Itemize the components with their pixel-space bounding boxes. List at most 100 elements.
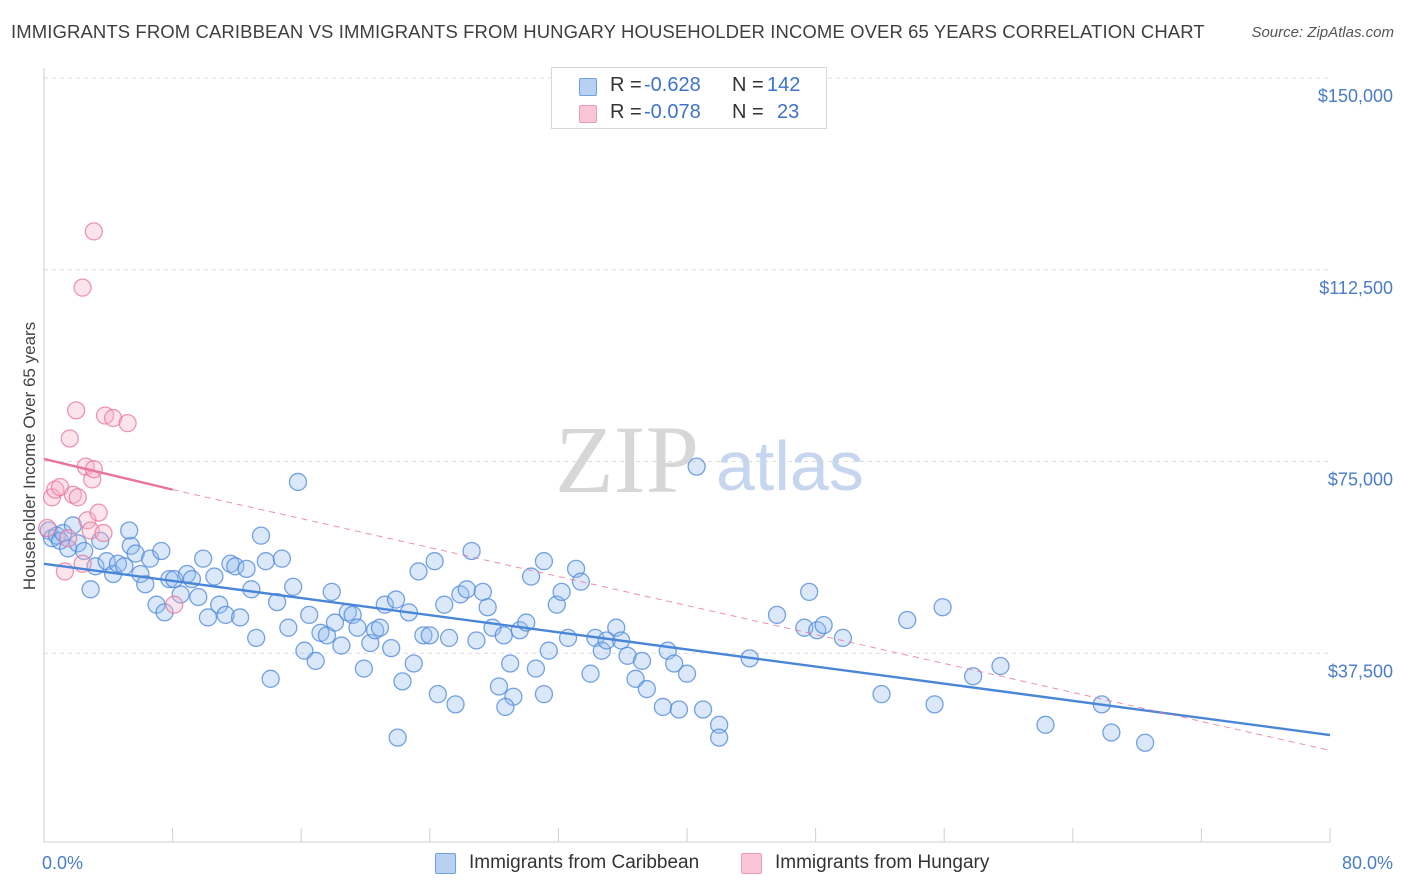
point-caribbean: [526, 659, 546, 678]
point-hungary: [38, 518, 57, 538]
point-caribbean: [306, 651, 325, 671]
watermark: ZIP atlas: [555, 406, 864, 513]
point-caribbean: [592, 641, 611, 660]
point-caribbean: [534, 685, 554, 704]
point-caribbean: [386, 590, 406, 609]
point-caribbean: [332, 636, 351, 655]
legend-r-value-hungary: -0.078: [644, 101, 701, 123]
point-caribbean: [388, 728, 407, 747]
point-caribbean: [120, 521, 139, 540]
point-caribbean: [677, 664, 697, 683]
point-caribbean: [251, 526, 271, 545]
point-caribbean: [814, 615, 833, 635]
point-caribbean: [833, 628, 853, 648]
point-hungary: [67, 401, 86, 420]
point-caribbean: [457, 580, 476, 599]
point-caribbean: [198, 608, 218, 627]
point-caribbean: [501, 654, 520, 673]
point-caribbean: [404, 654, 423, 673]
point-caribbean: [428, 685, 447, 704]
series-swatch-hungary: [741, 853, 762, 874]
point-caribbean: [256, 552, 275, 571]
point-caribbean: [155, 603, 174, 622]
legend-r-label: R =: [610, 101, 642, 123]
point-caribbean: [279, 618, 298, 637]
legend-r-label: R =: [610, 74, 642, 96]
point-hungary: [58, 529, 78, 548]
y-tick-label: $112,500: [1319, 278, 1393, 298]
point-caribbean: [933, 598, 952, 617]
watermark-atlas: atlas: [716, 427, 864, 505]
point-caribbean: [664, 654, 684, 673]
point-caribbean: [581, 664, 600, 683]
trend-line-caribbean: [43, 562, 1331, 737]
point-hungary: [68, 488, 87, 507]
legend-swatch-caribbean: [579, 78, 597, 96]
point-hungary: [94, 523, 113, 543]
point-caribbean: [467, 631, 486, 650]
series-label-caribbean: Immigrants from Caribbean: [469, 852, 700, 873]
point-caribbean: [242, 580, 261, 599]
point-caribbean: [693, 700, 713, 719]
point-caribbean: [872, 685, 891, 704]
y-axis-label: Householder Income Over 65 years: [20, 322, 39, 590]
watermark-zip: ZIP: [555, 406, 699, 513]
point-hungary: [84, 222, 103, 241]
chart-title: IMMIGRANTS FROM CARIBBEAN VS IMMIGRANTS …: [11, 21, 1205, 42]
point-caribbean: [205, 567, 224, 586]
point-caribbean: [552, 582, 571, 602]
point-caribbean: [473, 582, 492, 602]
legend-n-label: N =: [732, 101, 764, 123]
point-hungary: [60, 429, 79, 448]
point-caribbean: [626, 669, 645, 688]
point-caribbean: [409, 562, 428, 581]
point-caribbean: [354, 659, 374, 678]
point-caribbean: [300, 605, 319, 625]
point-hungary: [63, 485, 83, 504]
point-caribbean: [925, 695, 944, 714]
point-caribbean: [496, 697, 515, 717]
point-caribbean: [1102, 723, 1121, 742]
point-caribbean: [284, 577, 303, 596]
x-tick-label-min: 0.0%: [42, 853, 83, 873]
point-caribbean: [439, 628, 459, 648]
point-caribbean: [81, 580, 100, 599]
point-caribbean: [446, 695, 465, 714]
legend-r-value-caribbean: -0.628: [644, 74, 701, 96]
axis-labels: $37,500 $75,000 $112,500 $150,000 0.0% 80.0% H…: [20, 86, 1393, 873]
x-tick-label-max: 80.0%: [1342, 853, 1393, 873]
point-caribbean: [193, 549, 213, 568]
point-caribbean: [136, 575, 155, 594]
point-caribbean: [189, 587, 208, 607]
data-points: [38, 222, 1155, 752]
point-caribbean: [348, 618, 367, 637]
legend-n-label: N =: [732, 74, 764, 96]
point-caribbean: [414, 626, 433, 645]
legend-row-caribbean: R = -0.628 N = 142: [552, 74, 826, 100]
series-label-hungary: Immigrants from Hungary: [775, 852, 990, 873]
point-caribbean: [295, 641, 314, 660]
point-caribbean: [171, 585, 190, 604]
point-hungary: [118, 413, 137, 433]
point-caribbean: [632, 651, 652, 671]
point-caribbean: [653, 697, 673, 717]
point-hungary: [165, 595, 184, 614]
point-caribbean: [963, 667, 983, 686]
point-caribbean: [261, 669, 280, 688]
y-tick-label: $37,500: [1328, 661, 1393, 681]
legend-n-value-caribbean: 142: [767, 74, 801, 96]
legend-n-value-hungary: 23: [777, 101, 800, 123]
y-tick-label: $150,000: [1318, 86, 1393, 106]
point-caribbean: [534, 552, 554, 571]
point-caribbean: [687, 457, 706, 476]
series-legend: Immigrants from Caribbean Immigrants fro…: [0, 852, 1406, 878]
trend-lines: [43, 457, 1331, 751]
point-caribbean: [237, 559, 256, 579]
point-caribbean: [370, 618, 390, 637]
point-caribbean: [322, 582, 341, 602]
point-caribbean: [710, 715, 729, 734]
y-tick-label: $75,000: [1328, 470, 1393, 490]
point-caribbean: [365, 621, 385, 640]
point-hungary: [89, 503, 108, 522]
